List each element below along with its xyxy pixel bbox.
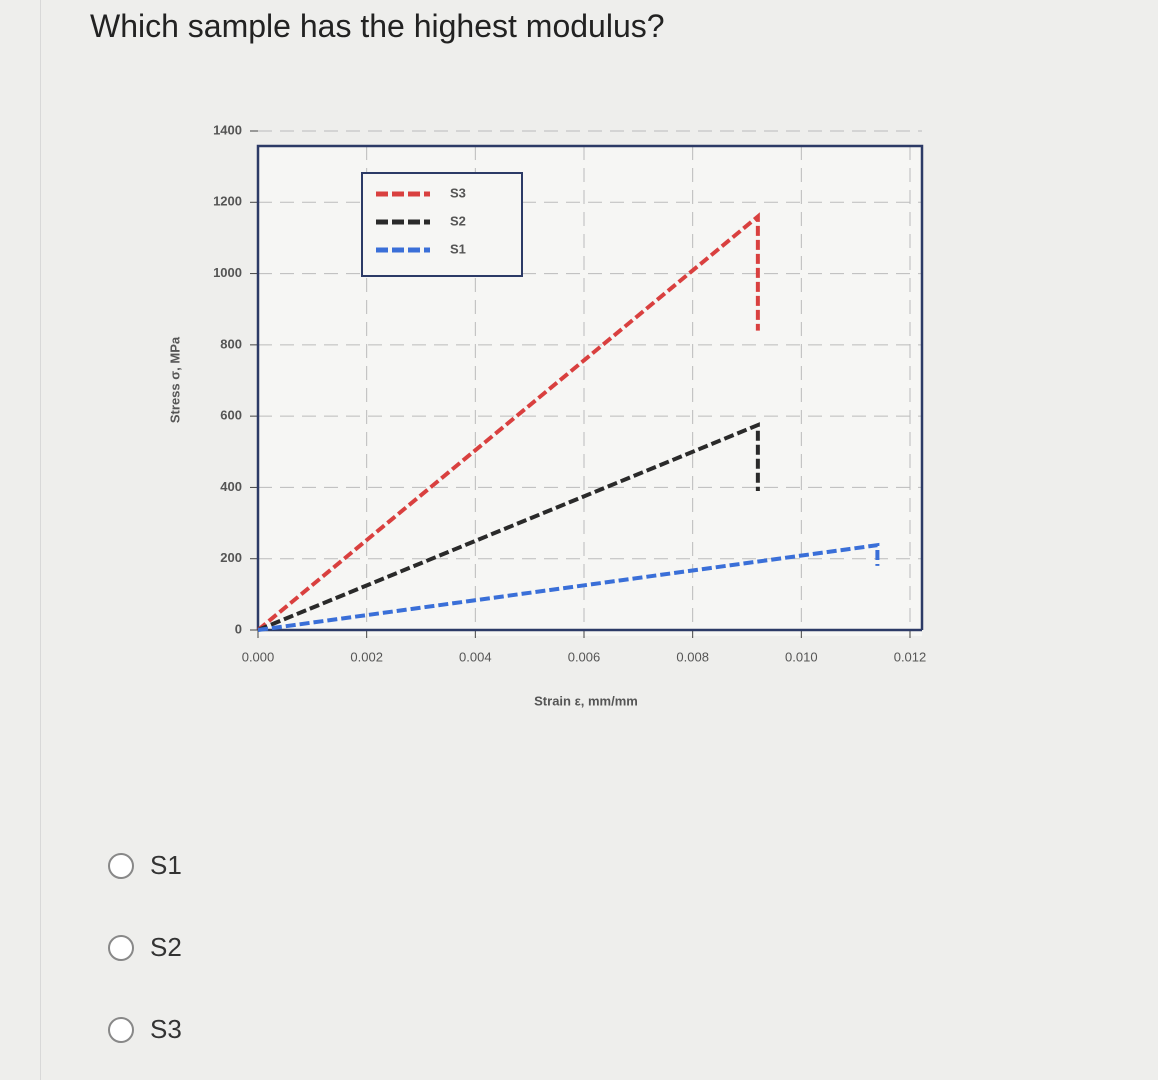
y-tick-label: 1000 (213, 265, 242, 280)
legend-label: S2 (450, 213, 466, 228)
question: Which sample has the highest modulus? (90, 8, 665, 44)
legend-label: S3 (450, 185, 466, 200)
y-tick-label: 0 (235, 621, 242, 636)
panel (40, 0, 1158, 1080)
y-tick-label: 1400 (213, 122, 242, 137)
radio-button[interactable] (108, 1016, 134, 1043)
y-tick-label: 200 (220, 550, 242, 565)
x-tick-label: 0.004 (459, 649, 492, 664)
radio-button[interactable] (108, 852, 134, 879)
y-tick-label: 400 (220, 479, 242, 494)
plot-area (258, 146, 922, 636)
x-tick-label: 0.002 (350, 649, 383, 664)
x-tick-label: 0.006 (568, 649, 601, 664)
legend-label: S1 (450, 241, 466, 256)
chart: 0 200 400 600 800 1000 1200 1400 0.000 0.002 0.004… (167, 122, 927, 708)
option-label: S2 (150, 932, 182, 962)
y-tick-label: 1200 (213, 194, 242, 209)
x-tick-label: 0.012 (894, 649, 927, 664)
radio-option[interactable]: S1 (108, 850, 182, 881)
radio-button[interactable] (108, 934, 134, 961)
series-line (256, 212, 760, 632)
option-label: S1 (150, 850, 182, 880)
radio-option[interactable]: S2 (108, 932, 182, 963)
series-line (257, 422, 760, 632)
x-tick-label: 0.000 (242, 649, 275, 664)
y-tick-label: 800 (220, 336, 242, 351)
option-label: S3 (150, 1014, 182, 1044)
y-tick-label: 600 (220, 408, 242, 423)
legend-box (361, 172, 523, 277)
x-tick-label: 0.008 (676, 649, 709, 664)
plot-frame (256, 144, 924, 632)
x-tick-label: 0.010 (785, 649, 818, 664)
series-line (257, 542, 880, 632)
radio-option[interactable]: S3 (108, 1014, 182, 1045)
x-axis-label: Strain ε, mm/mm (534, 693, 638, 708)
y-axis-label: Stress σ, MPa (167, 336, 182, 423)
